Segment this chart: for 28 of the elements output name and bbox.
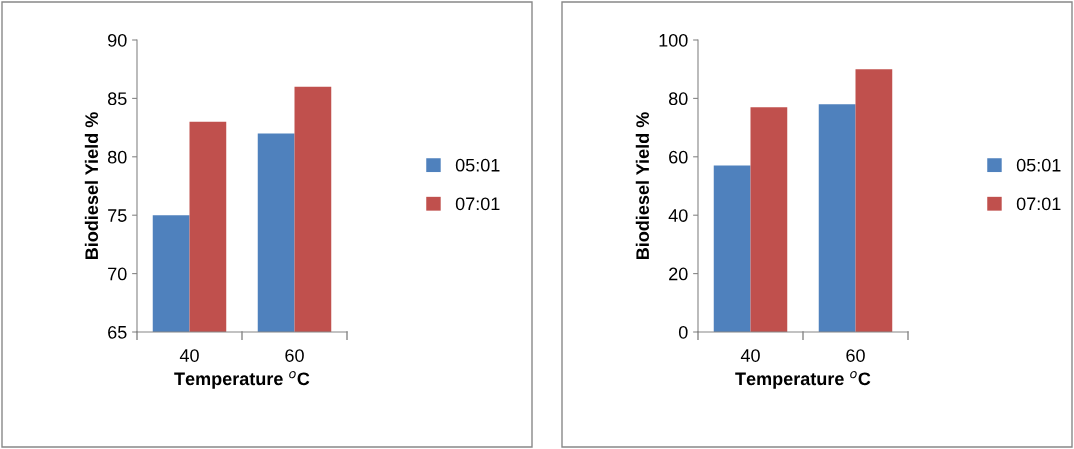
y-tick-label: 80 [668,92,688,106]
x-axis-title: Temperature $^{o}$C [174,371,310,389]
x-tick-label: 60 [285,349,304,362]
bar [855,69,893,332]
y-tick-label: 100 [659,33,688,47]
y-tick-label: 40 [668,209,688,222]
x-tick-label: 40 [179,349,199,362]
bar [713,165,751,332]
y-axis-title: Biodiesel Yield % [84,112,99,260]
y-tick-label: 65 [108,325,127,339]
y-tick-label: 20 [669,267,688,281]
legend-label: 07:01 [1016,197,1061,211]
y-tick-label: 80 [107,150,127,164]
y-axis-title: Biodiesel Yield % [635,112,650,260]
legend-label: 05:01 [455,158,500,172]
x-tick-label: 60 [846,349,865,362]
y-tick-label: 70 [108,267,127,281]
y-tick-label: 60 [669,150,688,164]
y-tick-label: 85 [107,92,127,106]
legend-label: 05:01 [1016,158,1061,172]
bar [818,104,856,332]
y-tick-label: 0 [678,325,688,339]
bar [750,107,788,332]
y-tick-label: 75 [108,209,127,222]
x-axis-title: Temperature $^{o}$C [735,371,871,389]
legend-label: 07:01 [455,197,500,211]
x-tick-label: 40 [740,349,760,362]
y-tick-label: 90 [108,33,127,47]
